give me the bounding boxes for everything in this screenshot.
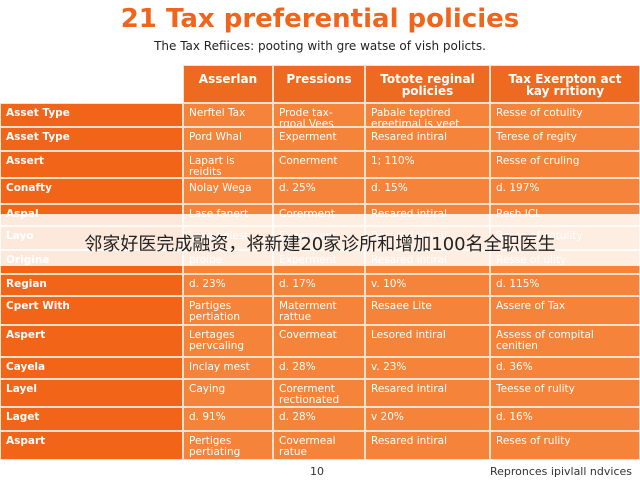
- table-cell: d. 28%: [273, 357, 365, 379]
- table-cell: Assess of compital cenitien: [490, 325, 640, 357]
- table-cell: Corerment rectionated: [273, 379, 365, 407]
- column-header: Pressions: [273, 65, 365, 103]
- table-cell: d. 28%: [273, 407, 365, 431]
- table-cell: 1; 110%: [365, 151, 490, 178]
- row-header: Cayela: [0, 357, 183, 379]
- table-cell: Pertiges pertiating: [183, 431, 273, 460]
- table-cell: Partiges pertiation: [183, 296, 273, 325]
- table-cell: v 20%: [365, 407, 490, 431]
- row-header: Aspart: [0, 431, 183, 460]
- table-cell: d. 16%: [490, 407, 640, 431]
- caption-band: [0, 214, 640, 266]
- table-cell: Experment: [273, 127, 365, 151]
- footer-note: Repronces ipivlall ndvices: [489, 465, 632, 478]
- table-cell: d. 17%: [273, 274, 365, 296]
- row-header: Laget: [0, 407, 183, 431]
- table-cell: Pabale teptired ereetimal is yeet: [365, 103, 490, 127]
- column-header: Tax Exerpton act kay rritiony: [490, 65, 640, 103]
- subtitle: The Tax Refiices: pooting with gre watse…: [154, 39, 486, 53]
- table-cell: Prode tax-rgoal Vees: [273, 103, 365, 127]
- column-header: Totote reginal policies: [365, 65, 490, 103]
- page-number: 10: [310, 465, 324, 478]
- row-header: Conafty: [0, 178, 183, 204]
- table-cell: Terese of regity: [490, 127, 640, 151]
- table-cell: Covermeal ratue: [273, 431, 365, 460]
- table-cell: Teesse of rulity: [490, 379, 640, 407]
- table-cell: v. 10%: [365, 274, 490, 296]
- table-cell: d. 23%: [183, 274, 273, 296]
- table-cell: d. 15%: [365, 178, 490, 204]
- table-cell: d. 197%: [490, 178, 640, 204]
- table-cell: Inclay mest: [183, 357, 273, 379]
- row-header: Assert: [0, 151, 183, 178]
- row-header: Layel: [0, 379, 183, 407]
- table-cell: Nerftel Tax: [183, 103, 273, 127]
- caption: 邻家好医完成融资，将新建20家诊所和增加100名全职医生: [84, 234, 556, 255]
- table-cell: v. 23%: [365, 357, 490, 379]
- table-cell: Materment rattue: [273, 296, 365, 325]
- table-cell: Reses of rulity: [490, 431, 640, 460]
- table-cell: d. 36%: [490, 357, 640, 379]
- title: 21 Tax preferential policies: [120, 4, 520, 34]
- row-header: Cpert With: [0, 296, 183, 325]
- table-cell: d. 115%: [490, 274, 640, 296]
- table-cell: Pord Whal: [183, 127, 273, 151]
- column-header: Asserlan: [183, 65, 273, 103]
- table-cell: Conerment: [273, 151, 365, 178]
- row-header: Regian: [0, 274, 183, 296]
- row-header: Asset Type: [0, 127, 183, 151]
- table-cell: Lesored intiral: [365, 325, 490, 357]
- table-cell: Caying: [183, 379, 273, 407]
- row-header: Aspert: [0, 325, 183, 357]
- table-cell: Resaee Lite: [365, 296, 490, 325]
- table-cell: Resared intiral: [365, 379, 490, 407]
- table-cell: d. 25%: [273, 178, 365, 204]
- table-cell: Resse of cruling: [490, 151, 640, 178]
- table-cell: Lapart is reidits: [183, 151, 273, 178]
- row-header: Asset Type: [0, 103, 183, 127]
- table-cell: Resse of cotulity: [490, 103, 640, 127]
- table-cell: Lertages pervcaling: [183, 325, 273, 357]
- table-cell: Resared intiral: [365, 127, 490, 151]
- table-cell: d. 91%: [183, 407, 273, 431]
- table-cell: Nolay Wega: [183, 178, 273, 204]
- table-cell: Covermeat: [273, 325, 365, 357]
- table-cell: Assere of Tax: [490, 296, 640, 325]
- table-cell: Resared intiral: [365, 431, 490, 460]
